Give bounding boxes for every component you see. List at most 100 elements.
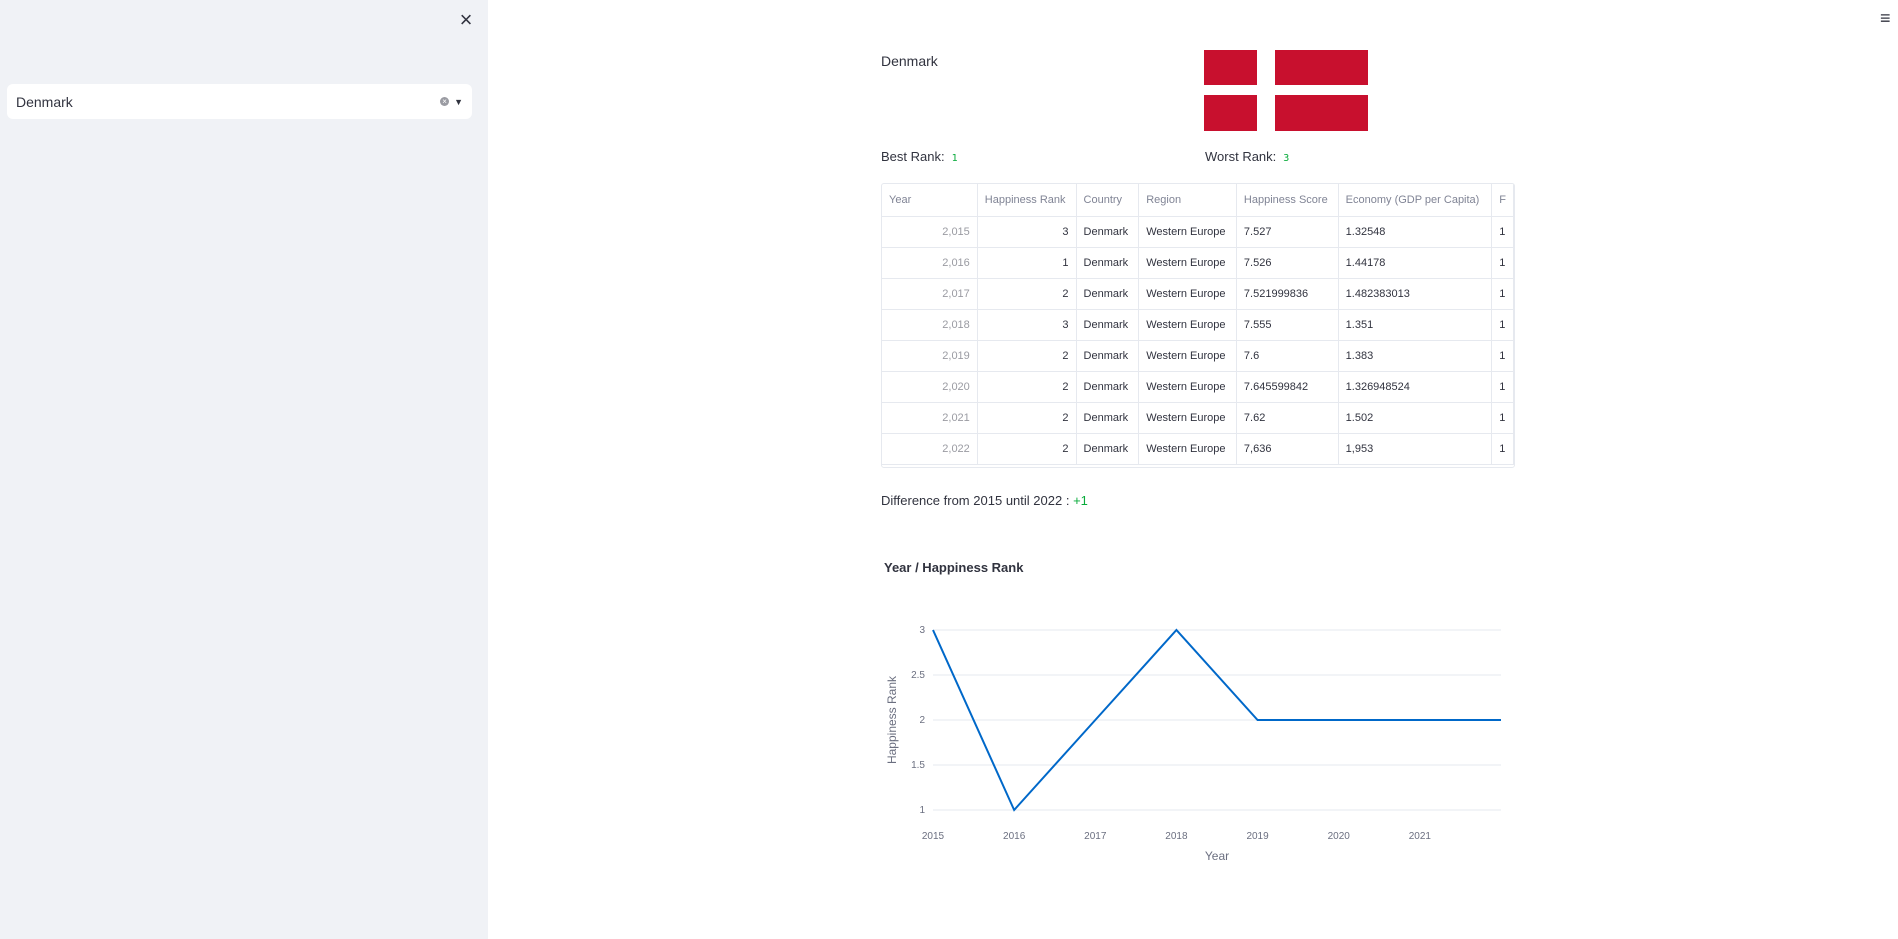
- cell-economy[interactable]: 1.502: [1338, 402, 1493, 434]
- table-header-row: Year Happiness Rank Country Region Happi…: [882, 184, 1514, 217]
- country-flag-image: [1204, 50, 1368, 131]
- cell-happiness-score[interactable]: 7.645599842: [1236, 371, 1339, 403]
- worst-rank-value: 3: [1283, 153, 1290, 164]
- cell-year[interactable]: 2,022: [882, 433, 978, 465]
- cell-economy[interactable]: 1.44178: [1338, 247, 1493, 279]
- cell-happiness-rank[interactable]: 2: [977, 433, 1077, 465]
- table-row[interactable]: 2,020 2 Denmark Western Europe 7.645599842 1.…: [882, 371, 1514, 403]
- chevron-down-icon[interactable]: ▼: [454, 96, 463, 107]
- cell-region[interactable]: Western Europe: [1138, 278, 1237, 310]
- cell-economy[interactable]: 1.326948524: [1338, 371, 1493, 403]
- column-header-year[interactable]: Year: [882, 184, 978, 217]
- cell-year[interactable]: 2,019: [882, 340, 978, 372]
- table-row[interactable]: 2,018 3 Denmark Western Europe 7.555 1.351 1: [882, 309, 1514, 341]
- cell-happiness-rank[interactable]: 1: [977, 247, 1077, 279]
- country-select[interactable]: Denmark × ▼: [7, 84, 472, 119]
- cell-happiness-score[interactable]: 7.527: [1236, 216, 1339, 248]
- cell-happiness-rank[interactable]: 2: [977, 402, 1077, 434]
- table-row[interactable]: 2,021 2 Denmark Western Europe 7.62 1.502 1: [882, 402, 1514, 434]
- difference-prefix: Difference from: [881, 493, 970, 508]
- cell-country[interactable]: Denmark: [1076, 216, 1140, 248]
- worst-rank: Worst Rank: 3: [1205, 149, 1289, 164]
- column-header-truncated[interactable]: F: [1491, 184, 1514, 217]
- best-rank-value: 1: [951, 153, 958, 164]
- x-tick-label: 2020: [1328, 831, 1351, 842]
- cell-country[interactable]: Denmark: [1076, 433, 1140, 465]
- cell-truncated[interactable]: 1: [1491, 371, 1514, 403]
- cell-happiness-rank[interactable]: 3: [977, 216, 1077, 248]
- x-tick-label: 2017: [1084, 831, 1107, 842]
- cell-happiness-score[interactable]: 7.62: [1236, 402, 1339, 434]
- y-tick-label: 1.5: [911, 760, 925, 771]
- column-header-happiness-score[interactable]: Happiness Score: [1236, 184, 1339, 217]
- cell-economy[interactable]: 1.32548: [1338, 216, 1493, 248]
- cell-economy[interactable]: 1.383: [1338, 340, 1493, 372]
- y-tick-label: 3: [919, 625, 925, 636]
- data-table[interactable]: Year Happiness Rank Country Region Happi…: [881, 183, 1515, 468]
- difference-middle: until: [1005, 493, 1030, 508]
- clear-icon[interactable]: ×: [440, 97, 450, 106]
- cell-happiness-score[interactable]: 7.555: [1236, 309, 1339, 341]
- cell-region[interactable]: Western Europe: [1138, 433, 1237, 465]
- cell-region[interactable]: Western Europe: [1138, 371, 1237, 403]
- series-line: [932, 628, 1501, 812]
- table-row[interactable]: 2,016 1 Denmark Western Europe 7.526 1.44178 1: [882, 247, 1514, 279]
- y-tick-label: 2: [919, 715, 925, 726]
- cell-region[interactable]: Western Europe: [1138, 402, 1237, 434]
- cell-truncated[interactable]: 1: [1491, 309, 1514, 341]
- cell-country[interactable]: Denmark: [1076, 340, 1140, 372]
- difference-sep: :: [1065, 493, 1070, 508]
- table-row[interactable]: 2,017 2 Denmark Western Europe 7.521999836 1.…: [882, 278, 1514, 310]
- column-header-happiness-rank[interactable]: Happiness Rank: [977, 184, 1077, 217]
- cell-truncated[interactable]: 1: [1491, 216, 1514, 248]
- cell-region[interactable]: Western Europe: [1138, 340, 1237, 372]
- cell-country[interactable]: Denmark: [1076, 371, 1140, 403]
- cell-happiness-score[interactable]: 7.521999836: [1236, 278, 1339, 310]
- cell-economy[interactable]: 1.351: [1338, 309, 1493, 341]
- cell-year[interactable]: 2,016: [882, 247, 978, 279]
- cell-happiness-rank[interactable]: 2: [977, 340, 1077, 372]
- cell-year[interactable]: 2,020: [882, 371, 978, 403]
- x-axis-title: Year: [1205, 849, 1229, 863]
- main-menu-button[interactable]: ≡: [1880, 9, 1896, 29]
- cell-truncated[interactable]: 1: [1491, 278, 1514, 310]
- cell-region[interactable]: Western Europe: [1138, 309, 1237, 341]
- cell-country[interactable]: Denmark: [1076, 278, 1140, 310]
- table-row[interactable]: 2,015 3 Denmark Western Europe 7.527 1.32548 1: [882, 216, 1514, 248]
- column-header-country[interactable]: Country: [1076, 184, 1140, 217]
- difference-from-year: 2015: [973, 493, 1003, 508]
- cell-economy[interactable]: 1,953: [1338, 433, 1493, 465]
- cell-happiness-rank[interactable]: 2: [977, 371, 1077, 403]
- hamburger-icon: ≡: [1880, 8, 1891, 28]
- cell-year[interactable]: 2,021: [882, 402, 978, 434]
- cell-truncated[interactable]: 1: [1491, 247, 1514, 279]
- table-row[interactable]: 2,022 2 Denmark Western Europe 7,636 1,953 1: [882, 433, 1514, 465]
- cell-happiness-rank[interactable]: 2: [977, 278, 1077, 310]
- cell-year[interactable]: 2,018: [882, 309, 978, 341]
- cell-region[interactable]: Western Europe: [1138, 216, 1237, 248]
- cell-happiness-score[interactable]: 7.526: [1236, 247, 1339, 279]
- table-row[interactable]: 2,019 2 Denmark Western Europe 7.6 1.383 1: [882, 340, 1514, 372]
- cell-economy[interactable]: 1.482383013: [1338, 278, 1493, 310]
- x-tick-label: 2016: [1003, 831, 1026, 842]
- cell-truncated[interactable]: 1: [1491, 402, 1514, 434]
- cell-truncated[interactable]: 1: [1491, 433, 1514, 465]
- column-header-region[interactable]: Region: [1138, 184, 1237, 217]
- cell-truncated[interactable]: 1: [1491, 340, 1514, 372]
- happiness-rank-line-chart[interactable]: 1 1.5 2 2.5 3 2015 2016 2017 2018 2019 2020 2021 Yea…: [881, 600, 1521, 910]
- cell-country[interactable]: Denmark: [1076, 309, 1140, 341]
- best-rank: Best Rank: 1: [881, 149, 958, 164]
- cell-happiness-rank[interactable]: 3: [977, 309, 1077, 341]
- cell-happiness-score[interactable]: 7,636: [1236, 433, 1339, 465]
- cell-year[interactable]: 2,017: [882, 278, 978, 310]
- y-axis-title: Happiness Rank: [885, 675, 899, 764]
- cell-country[interactable]: Denmark: [1076, 247, 1140, 279]
- cell-region[interactable]: Western Europe: [1138, 247, 1237, 279]
- worst-rank-label: Worst Rank:: [1205, 149, 1277, 164]
- cell-happiness-score[interactable]: 7.6: [1236, 340, 1339, 372]
- close-sidebar-button[interactable]: ×: [456, 8, 476, 32]
- cell-country[interactable]: Denmark: [1076, 402, 1140, 434]
- cell-year[interactable]: 2,015: [882, 216, 978, 248]
- column-header-economy[interactable]: Economy (GDP per Capita): [1338, 184, 1493, 217]
- x-tick-label: 2015: [922, 831, 945, 842]
